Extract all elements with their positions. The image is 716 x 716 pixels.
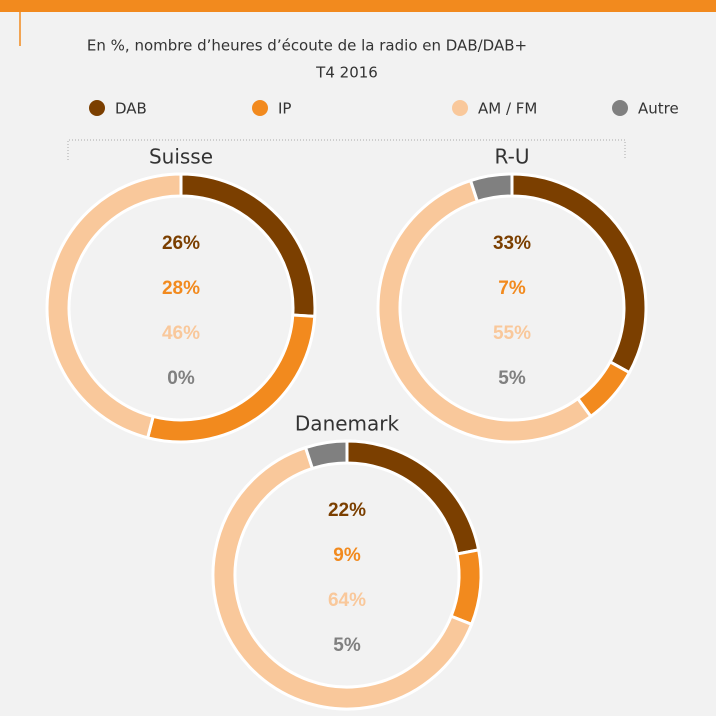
donut-segment — [345, 439, 481, 556]
donut-title: Danemark — [295, 412, 400, 436]
data-label: 5% — [333, 635, 361, 656]
donut-segment — [510, 172, 648, 375]
donut-segment — [45, 172, 183, 440]
data-label: 7% — [498, 278, 526, 299]
donut-segment — [303, 439, 349, 471]
data-label: 28% — [162, 278, 200, 299]
data-label: 9% — [333, 545, 361, 566]
donut-segment — [376, 178, 593, 444]
data-label: 0% — [167, 368, 195, 389]
legend-marker — [452, 100, 468, 116]
data-label: 55% — [493, 323, 531, 344]
donut-segment — [179, 172, 317, 319]
legend-label: IP — [278, 100, 291, 118]
chart-subtitle: T4 2016 — [315, 64, 378, 82]
donut-segment — [449, 548, 483, 627]
donut-title: Suisse — [149, 145, 213, 169]
legend-marker — [252, 100, 268, 116]
legend-label: DAB — [115, 100, 147, 118]
data-label: 22% — [328, 500, 366, 521]
donut-title: R-U — [495, 145, 530, 169]
data-label: 5% — [498, 368, 526, 389]
data-label: 26% — [162, 233, 200, 254]
data-label: 33% — [493, 233, 531, 254]
bracket — [67, 139, 626, 160]
chart-title: En %, nombre d’heures d’écoute de la rad… — [87, 37, 527, 55]
legend-label: AM / FM — [478, 100, 537, 118]
data-label: 64% — [328, 590, 366, 611]
top-band — [0, 0, 716, 12]
data-label: 46% — [162, 323, 200, 344]
legend-label: Autre — [638, 100, 679, 118]
legend-marker — [89, 100, 105, 116]
donut-segment — [468, 172, 514, 204]
legend-marker — [612, 100, 628, 116]
